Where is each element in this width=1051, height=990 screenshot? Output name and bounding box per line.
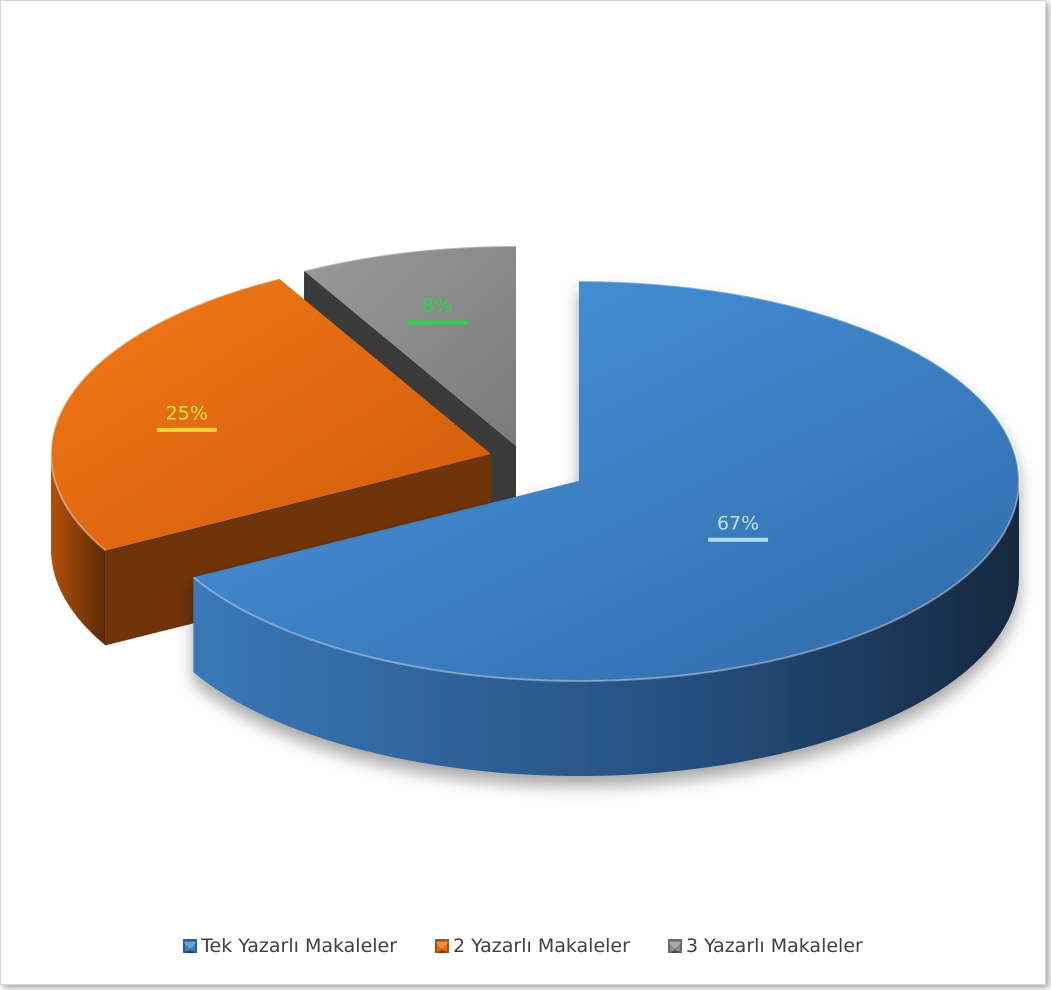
data-label-bar-3: [407, 321, 467, 325]
legend-label: 2 Yazarlı Makaleler: [453, 935, 630, 957]
legend-label: 3 Yazarlı Makaleler: [686, 935, 863, 957]
data-label-text-1: 67%: [717, 512, 759, 534]
data-label-bar-2: [157, 428, 217, 432]
legend-item-1: Tek Yazarlı Makaleler: [183, 935, 397, 957]
pie-chart: 8% 25% 67%: [1, 1, 1045, 921]
legend-swatch-icon: [183, 939, 197, 953]
legend-swatch-icon: [668, 939, 682, 953]
data-label-text-3: 8%: [422, 295, 452, 317]
legend-item-3: 3 Yazarlı Makaleler: [668, 935, 863, 957]
legend-item-2: 2 Yazarlı Makaleler: [435, 935, 630, 957]
data-label-text-2: 25%: [166, 402, 208, 424]
pie-slices: [51, 246, 1019, 776]
data-label-bar-1: [708, 538, 768, 542]
legend-swatch-icon: [435, 939, 449, 953]
legend-label: Tek Yazarlı Makaleler: [201, 935, 397, 957]
legend: Tek Yazarlı Makaleler 2 Yazarlı Makaleler…: [1, 935, 1045, 957]
